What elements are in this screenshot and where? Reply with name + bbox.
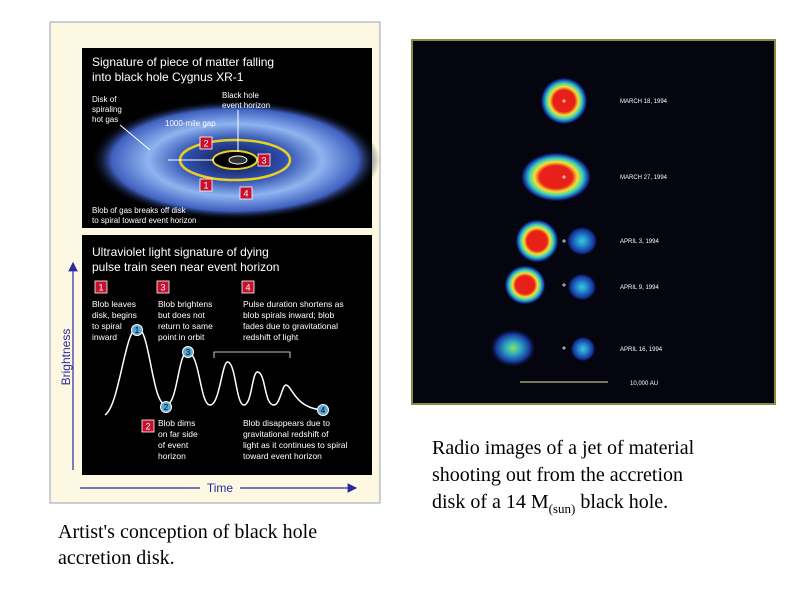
core-cross <box>562 99 566 103</box>
left-caption: accretion disk. <box>58 547 175 569</box>
step-text: Pulse duration shortens as <box>243 299 344 309</box>
blob <box>520 152 592 202</box>
black-hole <box>228 155 248 165</box>
horizon-label: event horizon <box>222 101 270 110</box>
step-text: point in orbit <box>158 332 205 342</box>
x-axis-label: Time <box>207 481 234 495</box>
disk-label: Disk of <box>92 95 117 104</box>
bottom-panel <box>82 235 372 475</box>
final-note: Blob disappears due to <box>243 418 330 428</box>
gap-label: 1000-mile gap <box>165 119 216 128</box>
core-cross <box>562 175 566 179</box>
date-label: APRIL 3, 1994 <box>620 239 659 245</box>
number-box <box>241 280 255 294</box>
step-text: but does not <box>158 310 205 320</box>
blobs <box>489 77 598 368</box>
step-text: redshift of light <box>243 332 299 342</box>
final-note: light as it continues to spiral <box>243 440 348 450</box>
number: 3 <box>261 156 266 166</box>
number: 1 <box>98 283 103 293</box>
blob <box>567 273 597 301</box>
right-caption: Radio images of a jet of material <box>432 437 695 459</box>
right-caption: shooting out from the accretion <box>432 464 683 486</box>
number-box <box>239 186 253 200</box>
step-text: disk, begins <box>92 310 137 320</box>
core-cross <box>562 283 566 287</box>
curve-marker <box>317 404 329 416</box>
number-box <box>199 178 213 192</box>
scale-label: 10,000 AU <box>630 381 658 387</box>
bracket <box>213 351 291 358</box>
blob <box>566 226 598 256</box>
step-text: return to same <box>158 321 213 331</box>
blob-label: to spiral toward event horizon <box>92 216 197 225</box>
date-label: MARCH 27, 1994 <box>620 175 668 181</box>
number: 1 <box>203 181 208 191</box>
curve-number: 3 <box>186 348 191 357</box>
curve-number: 2 <box>164 403 169 412</box>
core-cross <box>562 346 566 350</box>
number-box <box>94 280 108 294</box>
number: 2 <box>145 422 150 432</box>
labels: Signature of piece of matter fallinginto… <box>58 55 695 569</box>
step-text: Blob dims <box>158 418 195 428</box>
caption-line: Radio images of a jet of material <box>432 437 695 459</box>
disk-label: spiraling <box>92 105 122 114</box>
number-box <box>156 280 170 294</box>
step-text: fades due to gravitational <box>243 321 338 331</box>
blob <box>570 336 596 362</box>
panel-title: pulse train seen near event horizon <box>92 260 279 274</box>
number-box <box>199 136 213 150</box>
date-label: APRIL 9, 1994 <box>620 285 659 291</box>
number: 4 <box>245 283 250 293</box>
step-text: inward <box>92 332 117 342</box>
number-box <box>257 153 271 167</box>
caption-line: shooting out from the accretion <box>432 464 683 486</box>
number: 4 <box>243 189 248 199</box>
right-caption: disk of a 14 M(sun) black hole. <box>432 491 668 516</box>
curve-marker <box>131 324 143 336</box>
final-note: gravitational redshift of <box>243 429 329 439</box>
disk-pointer <box>119 124 151 151</box>
final-note: toward event horizon <box>243 451 322 461</box>
step-text: horizon <box>158 451 186 461</box>
panel-title: Ultraviolet light signature of dying <box>92 245 269 259</box>
step-text: to spiral <box>92 321 122 331</box>
curve-marker <box>182 346 194 358</box>
number: 3 <box>160 283 165 293</box>
date-label: APRIL 16, 1994 <box>620 347 663 353</box>
curve-number: 1 <box>135 326 140 335</box>
curve-number: 4 <box>321 406 326 415</box>
date-label: MARCH 18, 1994 <box>620 99 668 105</box>
left-caption: Artist's conception of black hole <box>58 521 317 543</box>
step-text: Blob leaves <box>92 299 136 309</box>
step-text: of event <box>158 440 189 450</box>
step-text: blob spirals inward; blob <box>243 310 334 320</box>
blob <box>515 219 559 263</box>
blob <box>504 265 546 305</box>
step-text: on far side <box>158 429 198 439</box>
disk-label: hot gas <box>92 115 118 124</box>
panel-title: Signature of piece of matter falling <box>92 55 274 69</box>
step-text: Blob brightens <box>158 299 212 309</box>
core-cross <box>562 239 566 243</box>
caption-line: disk of a 14 M <box>432 491 549 513</box>
caption-subscript: (sun) <box>549 501 576 516</box>
y-axis-label: Brightness <box>59 329 73 386</box>
brightness-curve <box>104 327 324 416</box>
number-box <box>141 419 155 433</box>
caption-tail: black hole. <box>575 491 668 513</box>
curve-marker <box>160 401 172 413</box>
number: 2 <box>203 139 208 149</box>
blob <box>489 328 537 368</box>
blob-label: Blob of gas breaks off disk <box>92 206 187 215</box>
panel-title: into black hole Cygnus XR-1 <box>92 70 244 84</box>
horizon-label: Black hole <box>222 91 259 100</box>
